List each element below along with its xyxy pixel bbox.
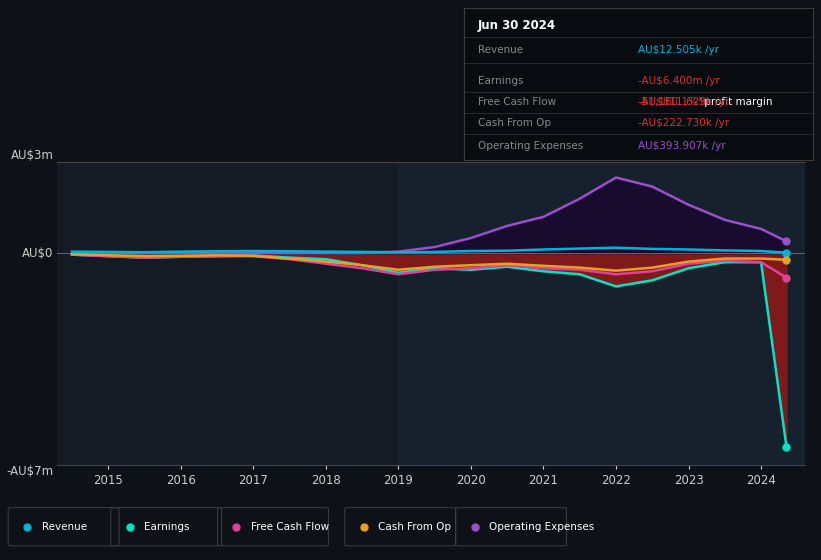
Text: -AU$811.629k /yr: -AU$811.629k /yr (639, 97, 730, 107)
Point (780, 248, 793, 257)
Text: profit margin: profit margin (701, 97, 773, 107)
Text: Cash From Op: Cash From Op (478, 118, 551, 128)
Text: AU$393.907k /yr: AU$393.907k /yr (639, 141, 726, 151)
Text: Jun 30 2024: Jun 30 2024 (478, 19, 556, 32)
Text: Free Cash Flow: Free Cash Flow (478, 97, 556, 107)
Point (780, 273, 793, 282)
Text: Revenue: Revenue (42, 522, 87, 532)
Text: Operating Expenses: Operating Expenses (489, 522, 594, 532)
Text: Cash From Op: Cash From Op (378, 522, 452, 532)
Text: -AU$6.400m /yr: -AU$6.400m /yr (639, 76, 720, 86)
Text: Revenue: Revenue (478, 45, 523, 55)
Text: AU$3m: AU$3m (11, 150, 53, 162)
Text: AU$12.505k /yr: AU$12.505k /yr (639, 45, 719, 55)
Point (780, 255, 793, 264)
Text: Free Cash Flow: Free Cash Flow (251, 522, 329, 532)
Text: -AU$222.730k /yr: -AU$222.730k /yr (639, 118, 729, 128)
Text: AU$0: AU$0 (22, 246, 53, 260)
Text: -51,180.1%%: -51,180.1%% (639, 97, 709, 107)
Text: Earnings: Earnings (478, 76, 523, 86)
Text: Operating Expenses: Operating Expenses (478, 141, 583, 151)
Text: Earnings: Earnings (144, 522, 190, 532)
Point (780, 237, 793, 246)
Text: -AU$7m: -AU$7m (7, 465, 53, 478)
Bar (398, 162, 805, 465)
Point (780, 442, 793, 451)
